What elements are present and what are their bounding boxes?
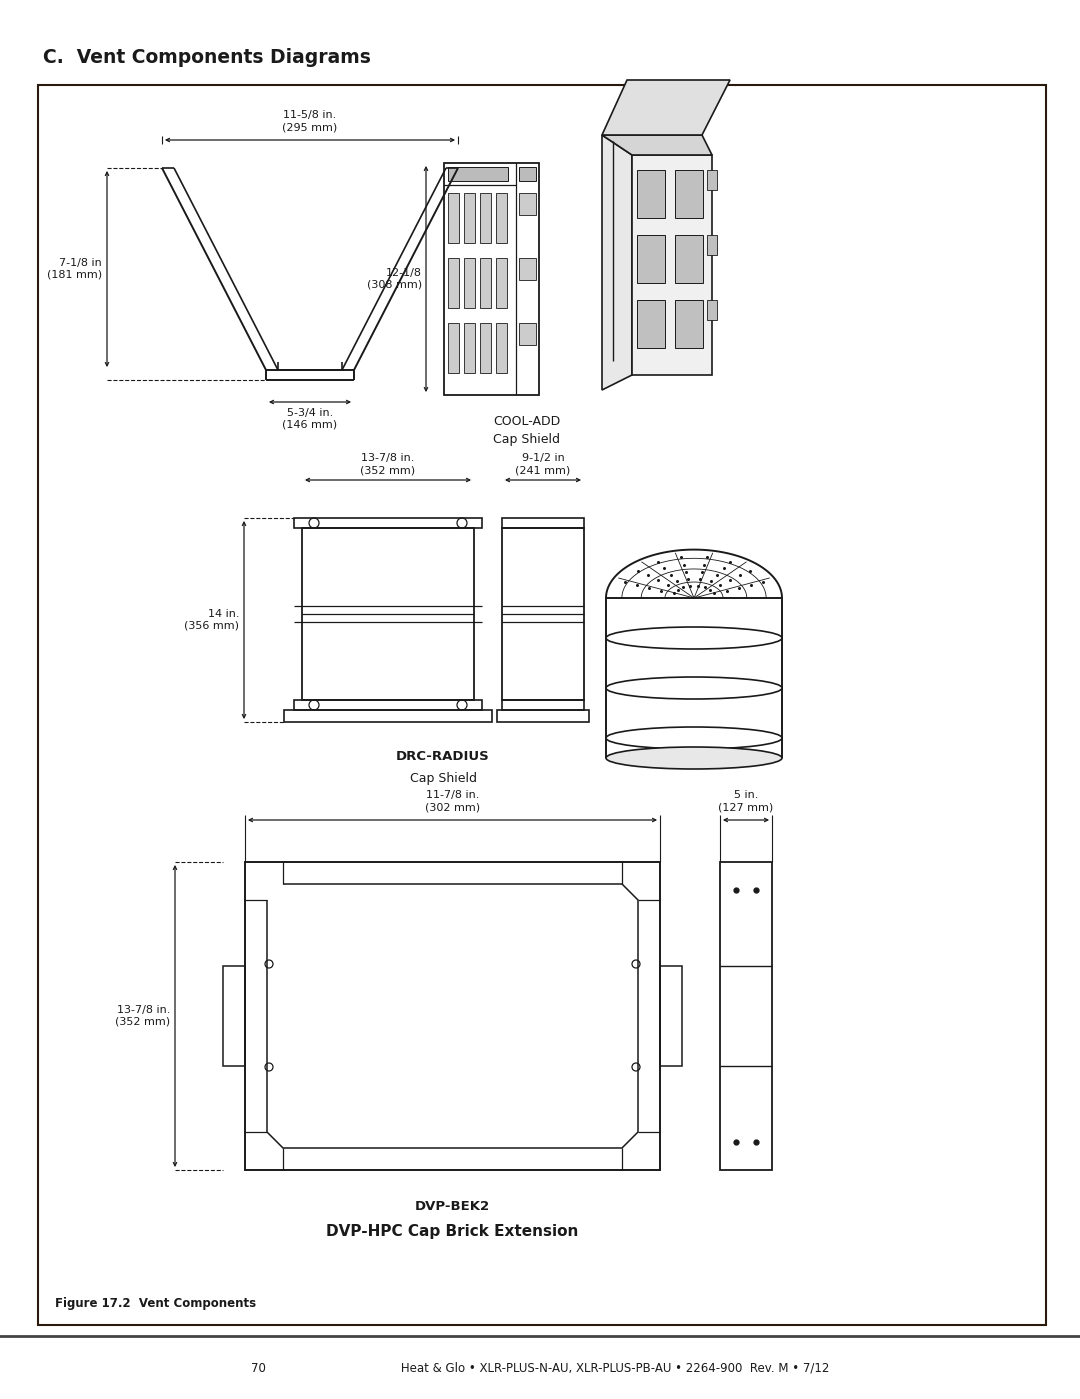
Bar bbox=[448, 166, 508, 180]
Bar bbox=[464, 323, 475, 374]
Bar bbox=[464, 193, 475, 243]
Text: 7-1/8 in
(181 mm): 7-1/8 in (181 mm) bbox=[46, 259, 102, 280]
Bar bbox=[480, 193, 491, 243]
Text: Cap Shield: Cap Shield bbox=[492, 434, 561, 446]
Text: 13-7/8 in.
(352 mm): 13-7/8 in. (352 mm) bbox=[361, 453, 416, 476]
Bar bbox=[720, 862, 772, 1170]
Bar bbox=[502, 700, 584, 711]
Bar bbox=[707, 171, 717, 190]
Bar bbox=[637, 299, 665, 348]
Polygon shape bbox=[602, 80, 730, 134]
Text: 14 in.
(356 mm): 14 in. (356 mm) bbox=[184, 609, 239, 631]
Bar bbox=[660, 965, 681, 1066]
Bar bbox=[497, 711, 589, 722]
Bar bbox=[302, 527, 474, 700]
Text: DVP-HPC Cap Brick Extension: DVP-HPC Cap Brick Extension bbox=[326, 1224, 579, 1240]
Bar bbox=[284, 711, 492, 722]
Bar bbox=[675, 235, 703, 283]
Text: DVP-BEK2: DVP-BEK2 bbox=[415, 1200, 490, 1213]
Text: 9-1/2 in
(241 mm): 9-1/2 in (241 mm) bbox=[515, 453, 570, 476]
Bar bbox=[496, 257, 507, 308]
Bar bbox=[294, 700, 482, 711]
Text: Figure 17.2  Vent Components: Figure 17.2 Vent Components bbox=[55, 1297, 256, 1309]
Bar bbox=[480, 323, 491, 374]
Text: DRC-RADIUS: DRC-RADIUS bbox=[396, 750, 490, 762]
Bar bbox=[444, 164, 539, 395]
Text: 5-3/4 in.
(146 mm): 5-3/4 in. (146 mm) bbox=[283, 409, 338, 429]
Text: C.  Vent Components Diagrams: C. Vent Components Diagrams bbox=[43, 48, 370, 67]
Bar bbox=[519, 323, 536, 346]
Bar bbox=[637, 171, 665, 218]
Ellipse shape bbox=[606, 747, 782, 769]
Polygon shape bbox=[632, 155, 712, 375]
Bar bbox=[222, 965, 245, 1066]
Text: Cap Shield: Cap Shield bbox=[409, 772, 476, 785]
Bar bbox=[448, 193, 459, 243]
Polygon shape bbox=[602, 134, 632, 390]
Text: COOL-ADD: COOL-ADD bbox=[492, 416, 561, 428]
Bar bbox=[480, 257, 491, 308]
Bar bbox=[637, 235, 665, 283]
Bar bbox=[448, 323, 459, 374]
Bar bbox=[675, 171, 703, 218]
Bar bbox=[502, 518, 584, 527]
Bar bbox=[502, 527, 584, 700]
Bar bbox=[519, 193, 536, 215]
Bar bbox=[707, 235, 717, 255]
Bar bbox=[464, 257, 475, 308]
Bar bbox=[519, 166, 536, 180]
Bar bbox=[675, 299, 703, 348]
Text: 5 in.
(127 mm): 5 in. (127 mm) bbox=[718, 790, 773, 811]
Bar bbox=[519, 257, 536, 280]
Bar bbox=[448, 257, 459, 308]
Polygon shape bbox=[602, 134, 712, 155]
Text: 11-5/8 in.
(295 mm): 11-5/8 in. (295 mm) bbox=[282, 111, 338, 132]
Text: 12-1/8
(308 mm): 12-1/8 (308 mm) bbox=[367, 269, 422, 290]
Text: 11-7/8 in.
(302 mm): 11-7/8 in. (302 mm) bbox=[424, 790, 481, 811]
Bar bbox=[245, 862, 660, 1170]
Bar bbox=[707, 299, 717, 320]
Text: 13-7/8 in.
(352 mm): 13-7/8 in. (352 mm) bbox=[114, 1006, 170, 1027]
Bar bbox=[496, 323, 507, 374]
Bar bbox=[294, 518, 482, 527]
Text: 70                                    Heat & Glo • XLR-PLUS-N-AU, XLR-PLUS-PB-AU: 70 Heat & Glo • XLR-PLUS-N-AU, XLR-PLUS-… bbox=[251, 1361, 829, 1374]
Bar bbox=[496, 193, 507, 243]
